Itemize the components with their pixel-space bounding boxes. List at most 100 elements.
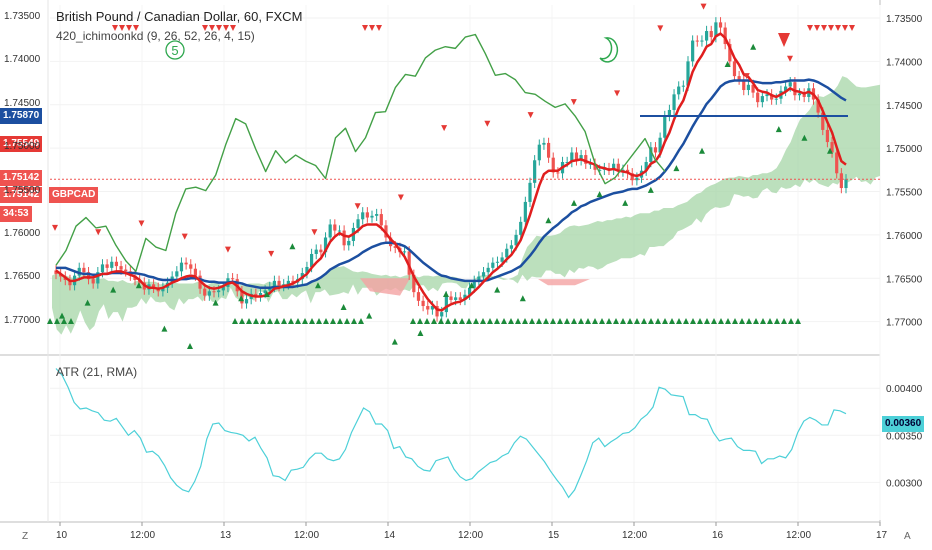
price-tick-label-right: 1.77000 <box>886 318 923 329</box>
candle-body <box>323 237 328 253</box>
bear-marker <box>138 220 145 227</box>
candle-body <box>370 215 374 218</box>
time-tick-label: 12:00 <box>294 530 320 541</box>
candle-body <box>830 142 834 153</box>
candle-body <box>189 264 193 269</box>
candle-body <box>477 276 481 281</box>
candle-body <box>598 169 602 171</box>
bear-marker <box>614 90 621 97</box>
candle <box>783 81 788 97</box>
candle <box>495 256 500 268</box>
candle <box>681 80 685 92</box>
candle-body <box>463 294 467 300</box>
circled-number-text: 5 <box>171 43 178 58</box>
bull-marker <box>647 186 654 193</box>
candle <box>416 286 421 307</box>
candle <box>244 293 249 309</box>
time-tick-label: 12:00 <box>622 530 648 541</box>
candle-body <box>68 279 72 286</box>
candle-body <box>407 251 411 275</box>
bull-signal-bottom <box>662 318 668 324</box>
candle <box>361 207 365 225</box>
candle <box>844 174 848 194</box>
candle <box>802 88 806 103</box>
candle <box>110 256 114 274</box>
bull-signal-bottom <box>795 318 801 324</box>
candle-body <box>467 287 472 295</box>
bear-signal-top <box>842 25 848 31</box>
price-tick-label-right: 1.76500 <box>886 274 923 285</box>
bear-marker <box>268 250 275 257</box>
bull-signal-bottom <box>585 318 591 324</box>
candle <box>114 256 119 272</box>
time-tick-label: 16 <box>712 530 724 541</box>
bear-signal-top <box>814 25 820 31</box>
bull-signal-bottom <box>424 318 430 324</box>
time-tick-label: 15 <box>548 530 560 541</box>
candle-body <box>704 31 709 41</box>
candle-body <box>258 293 263 297</box>
candle-body <box>244 299 249 304</box>
candle-body <box>495 261 500 263</box>
candle-body <box>440 312 444 317</box>
time-tick-label: 12:00 <box>786 530 812 541</box>
bear-marker <box>52 224 58 231</box>
bull-marker <box>571 199 577 206</box>
kijun-line <box>56 78 847 290</box>
candle-body <box>523 201 527 222</box>
candle <box>342 225 346 251</box>
candle <box>709 25 713 43</box>
candle <box>333 219 337 236</box>
price-tick-label: 1.75500 <box>4 184 41 196</box>
auto-scale-button[interactable]: A <box>904 531 911 542</box>
candle-body <box>630 173 634 181</box>
candle <box>86 266 91 285</box>
candle-body <box>774 98 778 100</box>
tag-symbol: GBPCAD <box>49 187 99 203</box>
chart-title: British Pound / Canadian Dollar, 60, FXC… <box>56 9 303 24</box>
candle <box>319 244 323 258</box>
candle <box>612 158 616 176</box>
bull-signal-bottom <box>281 318 287 324</box>
bear-marker <box>224 246 231 253</box>
bull-signal-bottom <box>746 318 752 324</box>
bull-marker <box>289 243 296 250</box>
bull-signal-bottom <box>309 318 315 324</box>
bull-marker <box>468 282 475 289</box>
bull-signal-bottom <box>459 318 465 324</box>
candle-body <box>686 61 690 86</box>
bull-signal-bottom <box>641 318 647 324</box>
bear-signal-top <box>230 25 236 31</box>
candle <box>179 257 184 277</box>
candle-body <box>277 280 281 287</box>
candle-body <box>644 162 648 171</box>
candle <box>463 289 467 306</box>
bull-signal-bottom <box>246 318 252 324</box>
candle-body <box>551 157 555 173</box>
candle-body <box>816 99 820 113</box>
bull-marker <box>340 303 347 310</box>
candle-body <box>375 214 379 216</box>
atr-tick-label: 0.00400 <box>886 384 923 395</box>
bull-signal-bottom <box>410 318 416 324</box>
bear-signal-top <box>112 25 118 31</box>
price-tick-label: 1.74500 <box>4 97 41 109</box>
candle-body <box>430 306 435 310</box>
bull-marker <box>622 199 629 206</box>
candle-body <box>328 224 332 238</box>
candle-body <box>458 297 462 300</box>
candle-body <box>179 262 184 272</box>
bear-signal-top <box>376 25 382 31</box>
candle-body <box>835 152 839 174</box>
bull-signal-bottom <box>592 318 598 324</box>
candle <box>691 35 695 67</box>
bull-marker <box>545 217 552 224</box>
candle-body <box>203 288 207 296</box>
candle-body <box>454 297 458 300</box>
candle <box>667 104 672 122</box>
bull-signal-bottom <box>606 318 612 324</box>
zoom-button[interactable]: Z <box>22 531 29 542</box>
bull-marker <box>84 299 91 306</box>
candle-body <box>593 163 597 170</box>
